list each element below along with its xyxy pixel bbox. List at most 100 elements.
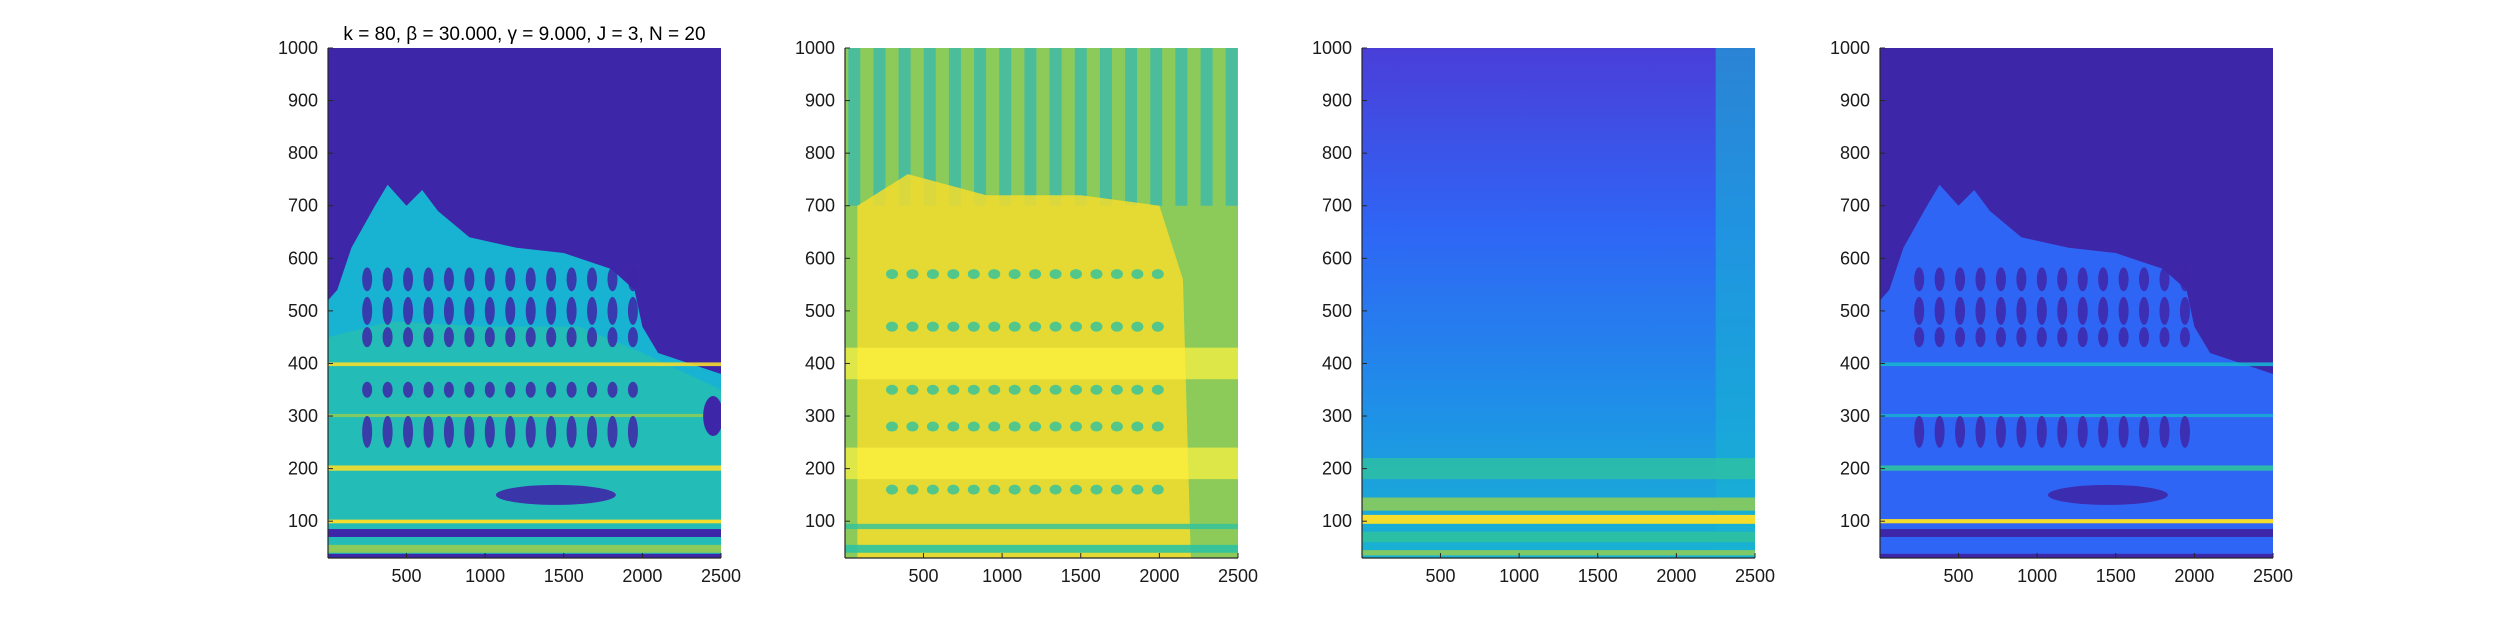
texture-spot bbox=[1110, 384, 1123, 395]
texture-spot bbox=[926, 321, 939, 332]
texture-spot bbox=[1914, 296, 1925, 325]
texture-spot bbox=[484, 381, 495, 398]
harmonic-stripe bbox=[1175, 48, 1188, 206]
y-tick-label: 500 bbox=[805, 301, 835, 321]
texture-spot bbox=[886, 484, 899, 495]
texture-spot bbox=[484, 327, 495, 348]
texture-spot bbox=[2057, 327, 2068, 348]
texture-spot bbox=[525, 296, 536, 325]
texture-spot bbox=[2047, 484, 2168, 505]
texture-spot bbox=[566, 296, 577, 325]
texture-spot bbox=[1995, 415, 2006, 448]
texture-spot bbox=[587, 296, 598, 325]
low-band bbox=[328, 553, 721, 558]
texture-spot bbox=[1029, 269, 1042, 280]
texture-spot bbox=[886, 384, 899, 395]
texture-spot bbox=[2179, 415, 2190, 448]
texture-spot bbox=[464, 267, 475, 292]
harmonic-stripe bbox=[1049, 48, 1062, 206]
y-tick-label: 900 bbox=[288, 91, 318, 111]
y-tick-label: 300 bbox=[288, 406, 318, 426]
low-band bbox=[328, 529, 721, 537]
texture-spot bbox=[443, 296, 454, 325]
y-tick-label: 300 bbox=[805, 406, 835, 426]
y-tick-label: 700 bbox=[805, 196, 835, 216]
texture-spot bbox=[505, 327, 516, 348]
texture-spot bbox=[362, 415, 373, 448]
texture-spot bbox=[1151, 321, 1164, 332]
texture-spot bbox=[525, 381, 536, 398]
texture-spot bbox=[627, 381, 638, 398]
y-tick-label: 200 bbox=[288, 459, 318, 479]
texture-spot bbox=[1995, 327, 2006, 348]
texture-spot bbox=[2118, 296, 2129, 325]
texture-spot bbox=[546, 381, 557, 398]
x-tick-label: 2000 bbox=[1139, 566, 1179, 586]
texture-spot bbox=[382, 415, 393, 448]
texture-spot bbox=[2139, 415, 2150, 448]
y-tick-label: 700 bbox=[1840, 196, 1870, 216]
texture-spot bbox=[1934, 267, 1945, 292]
texture-spot bbox=[1995, 296, 2006, 325]
texture-spot bbox=[546, 415, 557, 448]
texture-spot bbox=[1049, 321, 1062, 332]
texture-spot bbox=[906, 384, 919, 395]
texture-spot bbox=[505, 267, 516, 292]
texture-spot bbox=[906, 484, 919, 495]
texture-spot bbox=[2118, 267, 2129, 292]
x-tick-label: 1000 bbox=[1499, 566, 1539, 586]
texture-spot bbox=[967, 384, 980, 395]
texture-spot bbox=[1029, 421, 1042, 432]
y-tick-label: 200 bbox=[1322, 459, 1352, 479]
x-tick-label: 500 bbox=[1943, 566, 1973, 586]
texture-spot bbox=[1008, 384, 1021, 395]
harmonic-stripe bbox=[974, 48, 987, 206]
texture-spot bbox=[2077, 267, 2088, 292]
harmonic-stripe bbox=[948, 48, 961, 206]
texture-spot bbox=[2159, 267, 2170, 292]
texture-spot bbox=[947, 421, 960, 432]
texture-spot bbox=[587, 267, 598, 292]
texture-spot bbox=[988, 384, 1001, 395]
x-tick-label: 1500 bbox=[2096, 566, 2136, 586]
texture-spot bbox=[566, 381, 577, 398]
texture-spot bbox=[1070, 421, 1083, 432]
texture-spot bbox=[484, 267, 495, 292]
texture-spot bbox=[1110, 421, 1123, 432]
y-tick-label: 800 bbox=[1840, 143, 1870, 163]
texture-spot bbox=[1110, 484, 1123, 495]
x-tick-label: 2500 bbox=[701, 566, 741, 586]
low-band bbox=[1880, 529, 2273, 537]
texture-spot bbox=[906, 421, 919, 432]
texture-spot bbox=[382, 381, 393, 398]
texture-spot bbox=[2077, 327, 2088, 348]
texture-spot bbox=[947, 384, 960, 395]
heatmap-panel-4: 100 200 300 400 500 600 700 800 900 1000 500 1000 15… bbox=[1830, 38, 2293, 586]
texture-spot bbox=[423, 296, 434, 325]
texture-spot bbox=[484, 415, 495, 448]
texture-spot bbox=[403, 415, 414, 448]
texture-spot bbox=[1914, 267, 1925, 292]
texture-spot bbox=[443, 327, 454, 348]
texture-spot bbox=[464, 381, 475, 398]
texture-spot bbox=[1070, 269, 1083, 280]
texture-spot bbox=[1090, 484, 1103, 495]
x-tick-label: 2500 bbox=[1735, 566, 1775, 586]
texture-spot bbox=[2139, 267, 2150, 292]
texture-spot bbox=[423, 381, 434, 398]
texture-spot bbox=[967, 321, 980, 332]
y-tick-label: 600 bbox=[1322, 248, 1352, 268]
texture-spot bbox=[2139, 327, 2150, 348]
texture-spot bbox=[1151, 384, 1164, 395]
texture-spot bbox=[505, 381, 516, 398]
y-tick-label: 700 bbox=[288, 196, 318, 216]
texture-spot bbox=[967, 269, 980, 280]
texture-spot bbox=[947, 484, 960, 495]
texture-spot bbox=[1131, 269, 1144, 280]
x-tick-label: 500 bbox=[1425, 566, 1455, 586]
texture-spot bbox=[1914, 327, 1925, 348]
texture-spot bbox=[443, 415, 454, 448]
texture-spot bbox=[926, 384, 939, 395]
y-tick-label: 300 bbox=[1322, 406, 1352, 426]
y-tick-label: 600 bbox=[288, 248, 318, 268]
